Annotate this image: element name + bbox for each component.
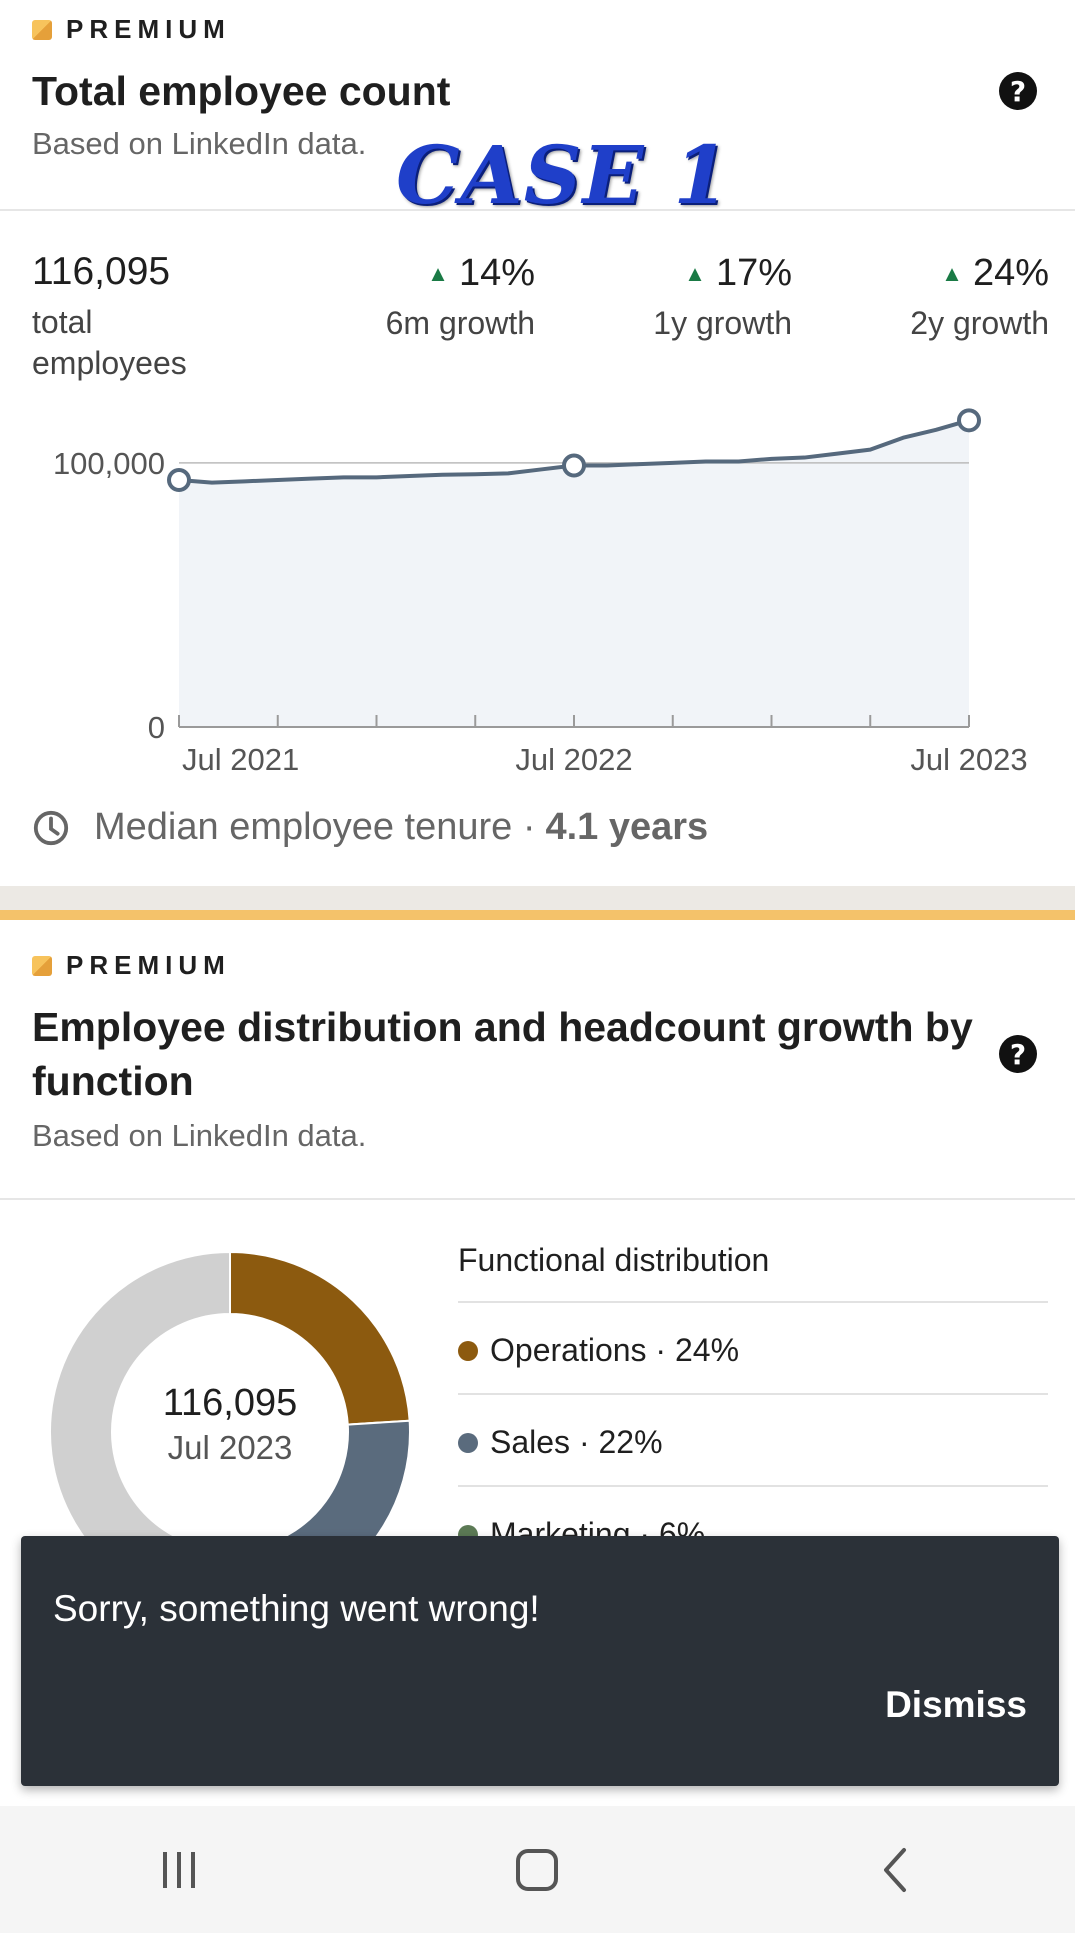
card-subtitle: Based on LinkedIn data. — [32, 126, 367, 161]
data-point-marker — [167, 468, 191, 493]
premium-icon — [32, 955, 52, 976]
up-triangle-icon: ▲ — [684, 260, 706, 286]
legend-dot — [458, 1432, 478, 1453]
up-triangle-icon: ▲ — [427, 260, 449, 286]
x-tick-label: Jul 2023 — [910, 742, 1027, 777]
x-tick-label: Jul 2022 — [515, 742, 632, 777]
legend-divider — [458, 1393, 1048, 1395]
help-icon[interactable]: ? — [999, 1035, 1037, 1073]
chart-area-fill — [179, 420, 969, 727]
back-icon[interactable] — [866, 1840, 926, 1900]
donut-center: 116,095 Jul 2023 — [40, 1382, 420, 1467]
card-title: Total employee count — [32, 68, 451, 114]
data-point-marker — [957, 408, 981, 433]
tenure-value: 4.1 years — [545, 806, 709, 848]
system-nav-bar — [0, 1806, 1075, 1933]
donut-date: Jul 2023 — [167, 1429, 293, 1466]
y-tick-label: 0 — [148, 710, 165, 745]
y-tick-label: 100,000 — [53, 446, 165, 481]
premium-accent-bar — [0, 910, 1075, 920]
total-label: total employees — [32, 304, 187, 381]
home-icon[interactable] — [507, 1840, 567, 1900]
toast-message: Sorry, something went wrong! — [53, 1588, 540, 1629]
card-subtitle: Based on LinkedIn data. — [32, 1118, 367, 1153]
help-icon[interactable]: ? — [999, 72, 1037, 110]
clock-icon — [33, 810, 69, 845]
divider — [0, 209, 1075, 211]
tenure-label: Median employee tenure · — [94, 806, 536, 848]
data-point-marker — [562, 453, 586, 478]
card-title: Employee distribution and headcount grow… — [32, 1004, 973, 1104]
divider — [0, 1198, 1075, 1200]
growth-6m: ▲ 14% 6m growth — [385, 252, 535, 341]
recent-apps-icon[interactable] — [149, 1840, 209, 1900]
premium-label: PREMIUM — [66, 950, 231, 980]
employee-count-chart: 0 100,000 Jul 2021 Jul 2022 Jul 2023 — [53, 408, 1028, 777]
dismiss-button[interactable]: Dismiss — [885, 1684, 1027, 1725]
legend-dot — [458, 1340, 478, 1361]
donut-value: 116,095 — [162, 1382, 298, 1424]
total-value: 116,095 — [32, 250, 171, 293]
premium-icon — [32, 19, 52, 40]
donut-slice-operations — [229, 1250, 411, 1426]
distribution-title: Functional distribution — [458, 1242, 770, 1278]
case-stamp: CASE 1 — [396, 128, 731, 222]
growth-1y: ▲ 17% 1y growth — [653, 252, 792, 341]
tenure-row: Median employee tenure · 4.1 years — [32, 806, 708, 849]
total-stat: 116,095 total employees — [32, 250, 232, 384]
up-triangle-icon: ▲ — [941, 260, 963, 286]
growth-2y: ▲ 24% 2y growth — [910, 252, 1049, 341]
error-toast: Sorry, something went wrong! Dismiss — [21, 1536, 1059, 1786]
premium-badge: PREMIUM — [32, 14, 231, 45]
legend-item-sales[interactable]: Sales · 22% — [458, 1424, 663, 1461]
legend-divider — [458, 1485, 1048, 1487]
legend-divider — [458, 1301, 1048, 1303]
legend-item-operations[interactable]: Operations · 24% — [458, 1332, 739, 1369]
premium-label: PREMIUM — [66, 14, 231, 44]
x-tick-label: Jul 2021 — [182, 742, 299, 777]
section-gap — [0, 886, 1075, 910]
premium-badge: PREMIUM — [32, 950, 231, 981]
